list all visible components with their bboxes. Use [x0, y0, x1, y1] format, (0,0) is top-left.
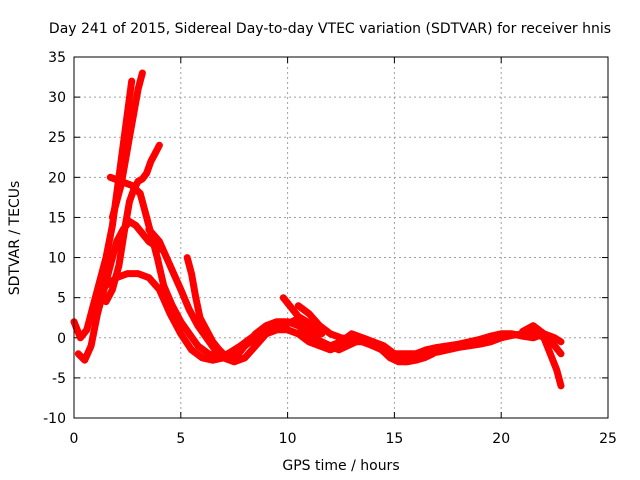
x-tick-label: 0 — [70, 431, 79, 447]
y-tick-label: 0 — [57, 331, 66, 347]
x-tick-label: 5 — [176, 431, 185, 447]
y-tick-label: -5 — [52, 371, 66, 387]
y-tick-label: 15 — [48, 210, 66, 226]
x-tick-label: 10 — [279, 431, 297, 447]
tick-labels: 0 5 10 15 20 25 -10 -5 0 5 10 15 20 25 30 35 — [43, 50, 617, 447]
x-axis-label: GPS time / hours — [282, 458, 399, 474]
series-track-1 — [70, 77, 136, 342]
y-tick-label: 5 — [57, 291, 66, 307]
series-track-10 — [294, 302, 430, 358]
series-track-8 — [183, 254, 289, 362]
y-tick-label: 20 — [48, 170, 66, 186]
y-axis-label: SDTVAR / TECUs — [7, 181, 23, 296]
y-tick-label: 25 — [48, 130, 66, 146]
x-tick-label: 15 — [385, 431, 403, 447]
y-tick-label: 35 — [48, 50, 66, 66]
plot-frame — [73, 56, 609, 419]
y-tick-label: -10 — [43, 411, 66, 427]
series-track-12 — [422, 327, 565, 390]
series-track-13 — [519, 322, 565, 358]
y-tick-label: 30 — [48, 90, 66, 106]
series-track-9 — [279, 294, 437, 366]
x-tick-label: 25 — [599, 431, 617, 447]
series-track-2 — [108, 69, 146, 221]
series-group — [70, 69, 565, 390]
y-tick-label: 10 — [48, 251, 66, 267]
series-track-3 — [74, 218, 163, 364]
x-tick-label: 20 — [492, 431, 510, 447]
chart-title: Day 241 of 2015, Sidereal Day-to-day VTE… — [49, 21, 611, 37]
